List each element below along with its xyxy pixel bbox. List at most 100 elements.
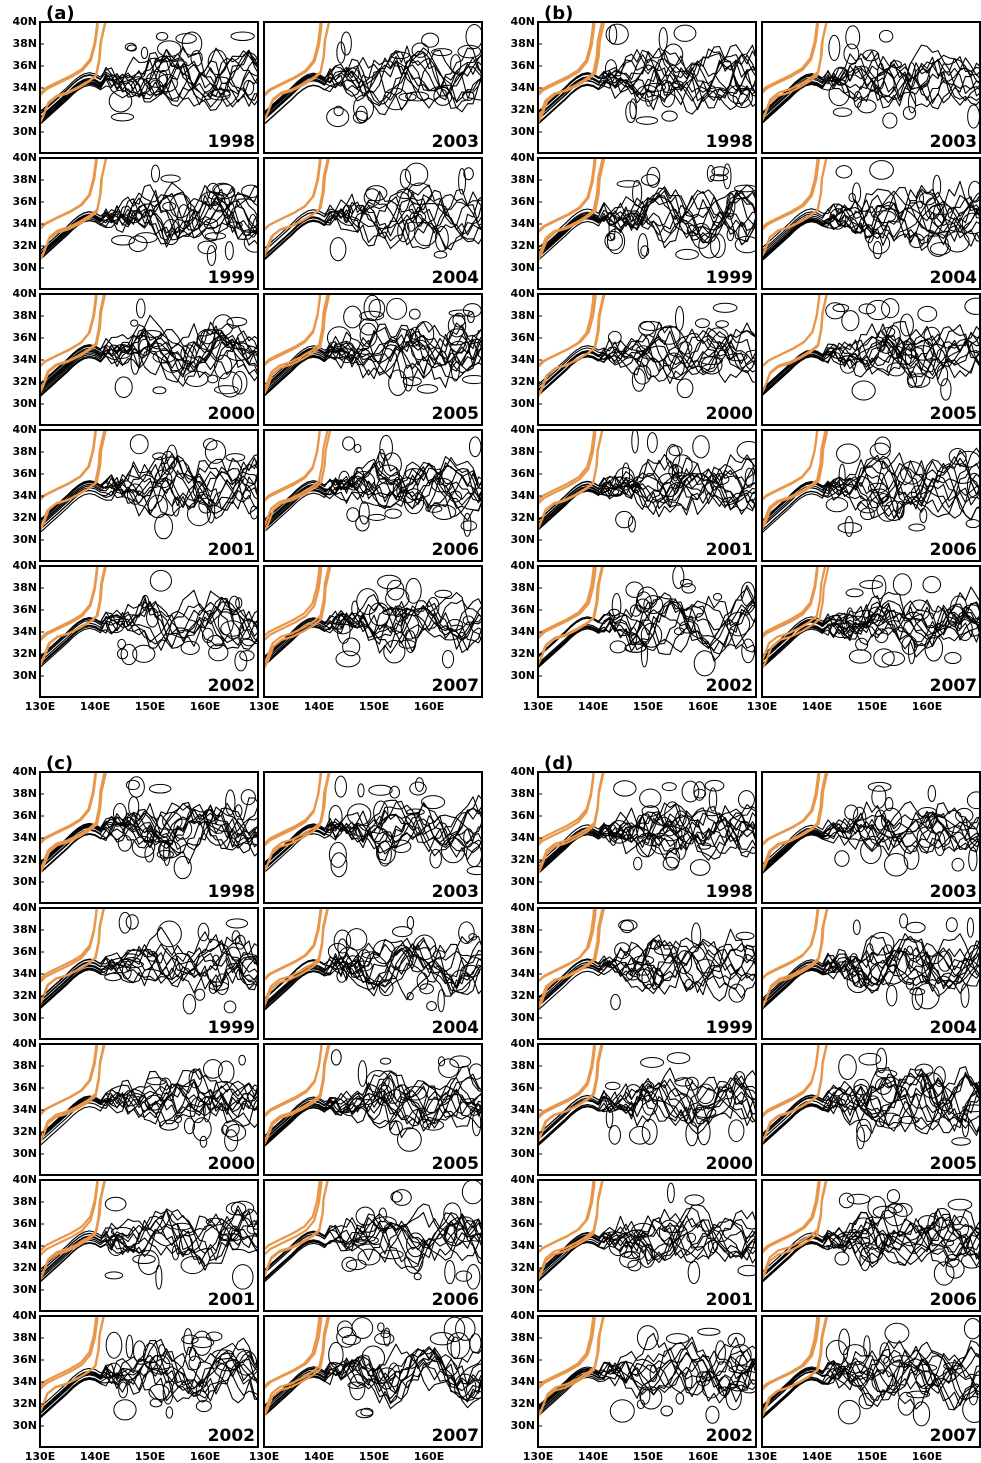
eddy: [383, 453, 402, 476]
y-tick-label: 40N: [12, 765, 37, 778]
eddy: [849, 650, 871, 663]
eddy: [676, 1393, 684, 1404]
y-tick-label: 38N: [510, 1331, 535, 1344]
eddy: [115, 377, 132, 398]
eddy: [618, 823, 633, 839]
y-tick-label: 36N: [510, 1081, 535, 1094]
eddy: [342, 1257, 357, 1271]
y-tick-label: 38N: [12, 787, 37, 800]
y-tick-label: 32N: [12, 375, 37, 388]
eddy: [647, 433, 657, 453]
coastline: [537, 277, 598, 368]
eddy: [156, 32, 167, 40]
eddy: [158, 41, 181, 57]
eddy: [344, 306, 362, 328]
eddy: [354, 444, 361, 452]
eddy: [368, 514, 385, 520]
eddy: [327, 108, 349, 127]
eddy: [397, 1128, 421, 1152]
eddy: [114, 1400, 136, 1420]
eddy: [415, 322, 433, 347]
y-tick-label: 38N: [510, 1059, 535, 1072]
coastline: [261, 141, 322, 232]
eddy: [913, 1402, 929, 1426]
eddy: [874, 649, 895, 667]
y-tick-label: 30N: [12, 669, 37, 682]
contour: [35, 452, 261, 525]
y-tick-label: 30N: [12, 1147, 37, 1160]
contour: [533, 66, 759, 125]
x-tick-label: 150E: [359, 1450, 389, 1463]
coastline: [536, 143, 597, 234]
panel: [259, 890, 485, 1015]
y-tick-label: 36N: [510, 195, 535, 208]
x-tick-label: 160E: [190, 700, 220, 713]
eddy: [117, 649, 127, 659]
x-tick-label: 160E: [912, 700, 942, 713]
eddy: [111, 113, 133, 121]
year-label: 2001: [208, 1290, 255, 1310]
y-tick-label: 36N: [12, 1353, 37, 1366]
eddy: [218, 1061, 234, 1083]
eddy: [963, 1396, 981, 1422]
eddy: [620, 1252, 639, 1268]
eddy: [745, 468, 753, 487]
year-label: 2006: [432, 1290, 479, 1310]
y-tick-label: 38N: [12, 309, 37, 322]
year-label: 2000: [706, 1154, 753, 1174]
eddy: [157, 921, 181, 947]
eddy: [151, 165, 159, 182]
eddy: [336, 651, 360, 667]
eddy: [352, 1318, 373, 1339]
year-label: 2007: [432, 1426, 479, 1446]
x-tick-label: 160E: [912, 1450, 942, 1463]
eddy: [912, 987, 922, 1010]
eddy: [860, 580, 883, 588]
contour: [757, 587, 981, 661]
eddy: [439, 1059, 459, 1078]
eddy: [442, 650, 453, 667]
y-tick-label: 40N: [510, 151, 535, 164]
eddy: [327, 327, 350, 349]
y-tick-label: 40N: [12, 559, 37, 572]
y-tick-label: 32N: [510, 1397, 535, 1410]
eddy: [136, 299, 145, 318]
y-tick-label: 30N: [510, 1147, 535, 1160]
y-tick-label: 40N: [510, 15, 535, 28]
y-tick-label: 38N: [12, 173, 37, 186]
eddy: [207, 246, 215, 266]
eddy: [227, 348, 250, 360]
y-tick-label: 30N: [510, 1419, 535, 1432]
eddy: [415, 778, 423, 792]
x-tick-label: 160E: [414, 700, 444, 713]
eddy: [226, 919, 247, 928]
eddy: [343, 638, 360, 656]
x-tick-label: 150E: [359, 700, 389, 713]
year-label: 2007: [930, 676, 977, 696]
eddy: [628, 516, 635, 532]
y-tick-label: 38N: [12, 1331, 37, 1344]
y-tick-label: 32N: [510, 375, 535, 388]
eddy: [969, 1387, 978, 1405]
eddy: [198, 923, 209, 940]
eddy: [126, 1335, 133, 1358]
contour: [533, 47, 759, 119]
y-tick-label: 34N: [510, 489, 535, 502]
eddy: [676, 249, 699, 259]
y-tick-label: 34N: [12, 831, 37, 844]
eddy: [343, 437, 355, 450]
y-tick-label: 32N: [510, 1125, 535, 1138]
coastline: [535, 143, 596, 234]
year-label: 2002: [706, 676, 753, 696]
year-label: 1999: [706, 268, 753, 288]
y-tick-label: 34N: [510, 1239, 535, 1252]
y-tick-label: 36N: [510, 1217, 535, 1230]
year-label: 2003: [930, 132, 977, 152]
contour: [533, 1342, 759, 1413]
y-tick-label: 34N: [12, 967, 37, 980]
eddy: [161, 175, 180, 182]
y-tick-label: 30N: [12, 1283, 37, 1296]
eddy: [690, 860, 710, 876]
x-tick-label: 150E: [633, 700, 663, 713]
eddy: [731, 1345, 751, 1366]
